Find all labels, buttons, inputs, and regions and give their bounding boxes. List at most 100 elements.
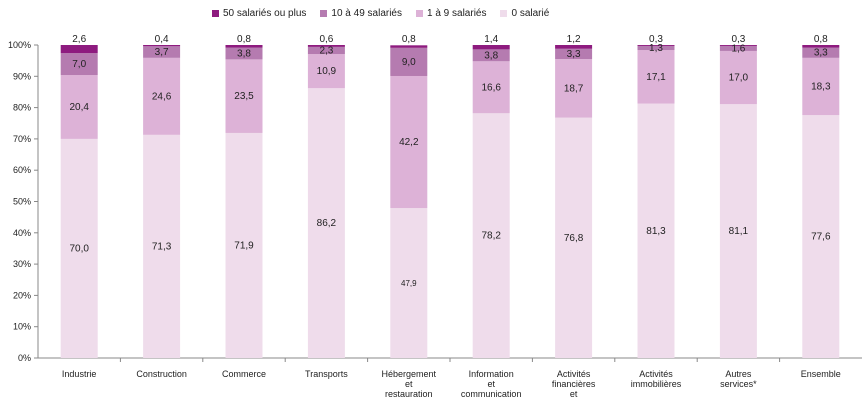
y-tick-label: 0% — [18, 353, 31, 363]
bar-segment — [60, 75, 98, 139]
x-category-label: Information — [469, 369, 514, 379]
x-category-label: Activités — [557, 369, 591, 379]
y-tick-label: 20% — [13, 290, 31, 300]
legend-label: 10 à 49 salariés — [331, 8, 402, 19]
x-category-label: et — [570, 389, 578, 399]
bar-segment — [60, 138, 98, 358]
y-tick-label: 80% — [13, 103, 31, 113]
bar-segment — [60, 53, 98, 76]
bar-segment — [472, 45, 510, 50]
bar-segment — [802, 57, 840, 116]
data-label: 81,3 — [646, 226, 666, 237]
legend-swatch — [212, 10, 219, 17]
data-label: 3,8 — [237, 48, 251, 59]
data-label: 42,2 — [399, 137, 419, 148]
bar-segment — [802, 45, 840, 48]
data-label: 2,6 — [72, 34, 86, 45]
x-category-label: immobilières — [631, 379, 682, 389]
x-category-label: services* — [720, 379, 757, 389]
bar-segment — [802, 47, 840, 58]
x-category-label: communication — [461, 389, 522, 399]
data-label: 3,3 — [814, 48, 828, 59]
data-label: 7,0 — [72, 59, 86, 70]
y-tick-label: 90% — [13, 71, 31, 81]
bar-segment — [307, 54, 345, 89]
x-category-label: Activités — [639, 369, 673, 379]
data-label: 0,8 — [237, 34, 251, 45]
data-label: 0,6 — [319, 34, 333, 45]
bar-segment — [225, 47, 263, 60]
x-category-label: Commerce — [222, 369, 266, 379]
data-label: 1,2 — [567, 34, 581, 45]
y-tick-label: 10% — [13, 322, 31, 332]
data-label: 77,6 — [811, 232, 831, 243]
data-label: 0,4 — [155, 34, 169, 45]
legend-item-10-49: 10 à 49 salariés — [320, 8, 402, 19]
data-label: 70,0 — [69, 243, 89, 254]
bar-segment — [472, 61, 510, 114]
bar-segment — [719, 104, 757, 358]
legend-label: 0 salarié — [511, 8, 550, 19]
data-label: 20,4 — [69, 102, 89, 113]
data-label: 0,3 — [731, 34, 745, 45]
bar-segment — [555, 59, 593, 118]
y-tick-label: 40% — [13, 228, 31, 238]
data-label: 71,3 — [152, 241, 172, 252]
bar-segment — [472, 113, 510, 358]
bar-segment — [390, 47, 428, 76]
y-tick-label: 60% — [13, 165, 31, 175]
bar-segment — [143, 46, 181, 58]
x-category-label: Industrie — [62, 369, 97, 379]
bar-segment — [307, 46, 345, 55]
data-label: 0,8 — [814, 34, 828, 45]
data-label: 0,8 — [402, 34, 416, 45]
data-label: 18,3 — [811, 81, 831, 92]
bar-segment — [555, 45, 593, 49]
bar-segment — [802, 115, 840, 358]
bar-segment — [637, 50, 675, 104]
x-category-label: et — [405, 379, 413, 389]
data-label: 1,6 — [731, 43, 745, 54]
x-category-label: Construction — [136, 369, 187, 379]
data-label: 24,6 — [152, 91, 172, 102]
x-category-label: Hébergement — [382, 369, 437, 379]
legend-label: 1 à 9 salariés — [427, 8, 487, 19]
bar-segment — [637, 45, 675, 46]
legend-item-0: 0 salarié — [500, 8, 549, 19]
legend-item-1-9: 1 à 9 salariés — [416, 8, 486, 19]
data-label: 17,0 — [729, 73, 749, 84]
data-label: 81,1 — [729, 226, 749, 237]
data-label: 2,3 — [319, 45, 333, 56]
x-category-label: financières — [552, 379, 596, 389]
bar-segment — [143, 45, 181, 47]
bar-segment — [637, 103, 675, 358]
data-label: 18,7 — [564, 83, 584, 94]
bar-segment — [390, 45, 428, 48]
bar-segment — [225, 45, 263, 48]
data-label: 3,3 — [567, 49, 581, 60]
bar-segment — [719, 45, 757, 51]
data-label: 17,1 — [646, 72, 666, 83]
bar-segment — [637, 45, 675, 51]
bar-segment — [555, 48, 593, 60]
data-label: 1,4 — [484, 34, 498, 45]
bar-segment — [143, 134, 181, 358]
bar-segment — [225, 59, 263, 133]
legend-item-50-plus: 50 salariés ou plus — [212, 8, 306, 19]
data-label: 16,6 — [481, 82, 501, 93]
bar-segment — [719, 50, 757, 105]
data-label: 76,8 — [564, 233, 584, 244]
data-label: 1,3 — [649, 43, 663, 54]
data-label: 71,9 — [234, 240, 254, 251]
data-label: 10,9 — [317, 66, 337, 77]
legend-swatch — [416, 10, 423, 17]
x-category-label: et — [487, 379, 495, 389]
bar-segment — [472, 49, 510, 62]
y-tick-label: 50% — [13, 197, 31, 207]
y-tick-label: 70% — [13, 134, 31, 144]
legend-label: 50 salariés ou plus — [223, 8, 307, 19]
x-category-label: Transports — [305, 369, 348, 379]
chart-legend: 50 salariés ou plus 10 à 49 salariés 1 à… — [212, 8, 549, 19]
y-tick-label: 30% — [13, 259, 31, 269]
bar-segment — [307, 45, 345, 47]
